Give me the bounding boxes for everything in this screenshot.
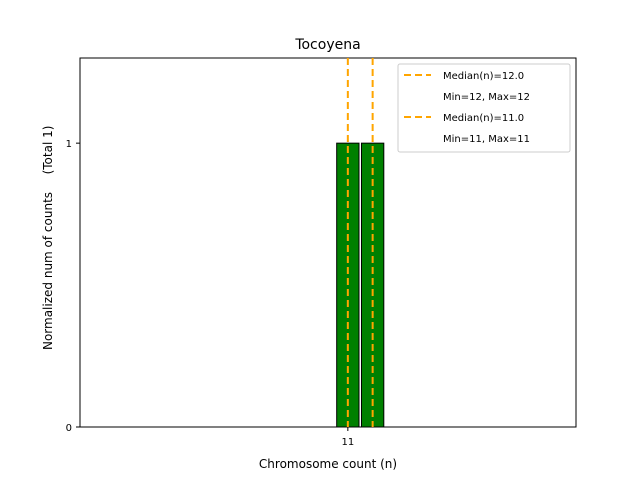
legend-box — [397, 63, 571, 153]
y-axis-total-label: (Total 1) — [41, 126, 55, 175]
y-axis-ticks: 01 — [66, 139, 80, 434]
y-axis-label: Normalized num of counts — [41, 192, 55, 350]
bars-layer — [336, 142, 385, 428]
median-lines-layer — [346, 58, 374, 427]
legend-entry-0: Median(n)=12.0 — [443, 71, 524, 82]
chart-title: Tocoyena — [294, 37, 360, 53]
x-axis-ticks: 11 — [341, 427, 354, 448]
legend-entry-1: Median(n)=11.0 — [443, 113, 524, 124]
x-axis-label: Chromosome count (n) — [259, 457, 397, 471]
legend-entry-range-1: Min=11, Max=11 — [443, 134, 530, 145]
legend-entry-range-0: Min=12, Max=12 — [443, 92, 530, 103]
legend: Median(n)=12.0 Min=12, Max=12 Median(n)=11… — [397, 63, 571, 153]
y-tick-label-0: 0 — [66, 423, 72, 434]
y-tick-label-1: 1 — [66, 139, 72, 150]
x-tick-label-0: 11 — [341, 437, 354, 448]
